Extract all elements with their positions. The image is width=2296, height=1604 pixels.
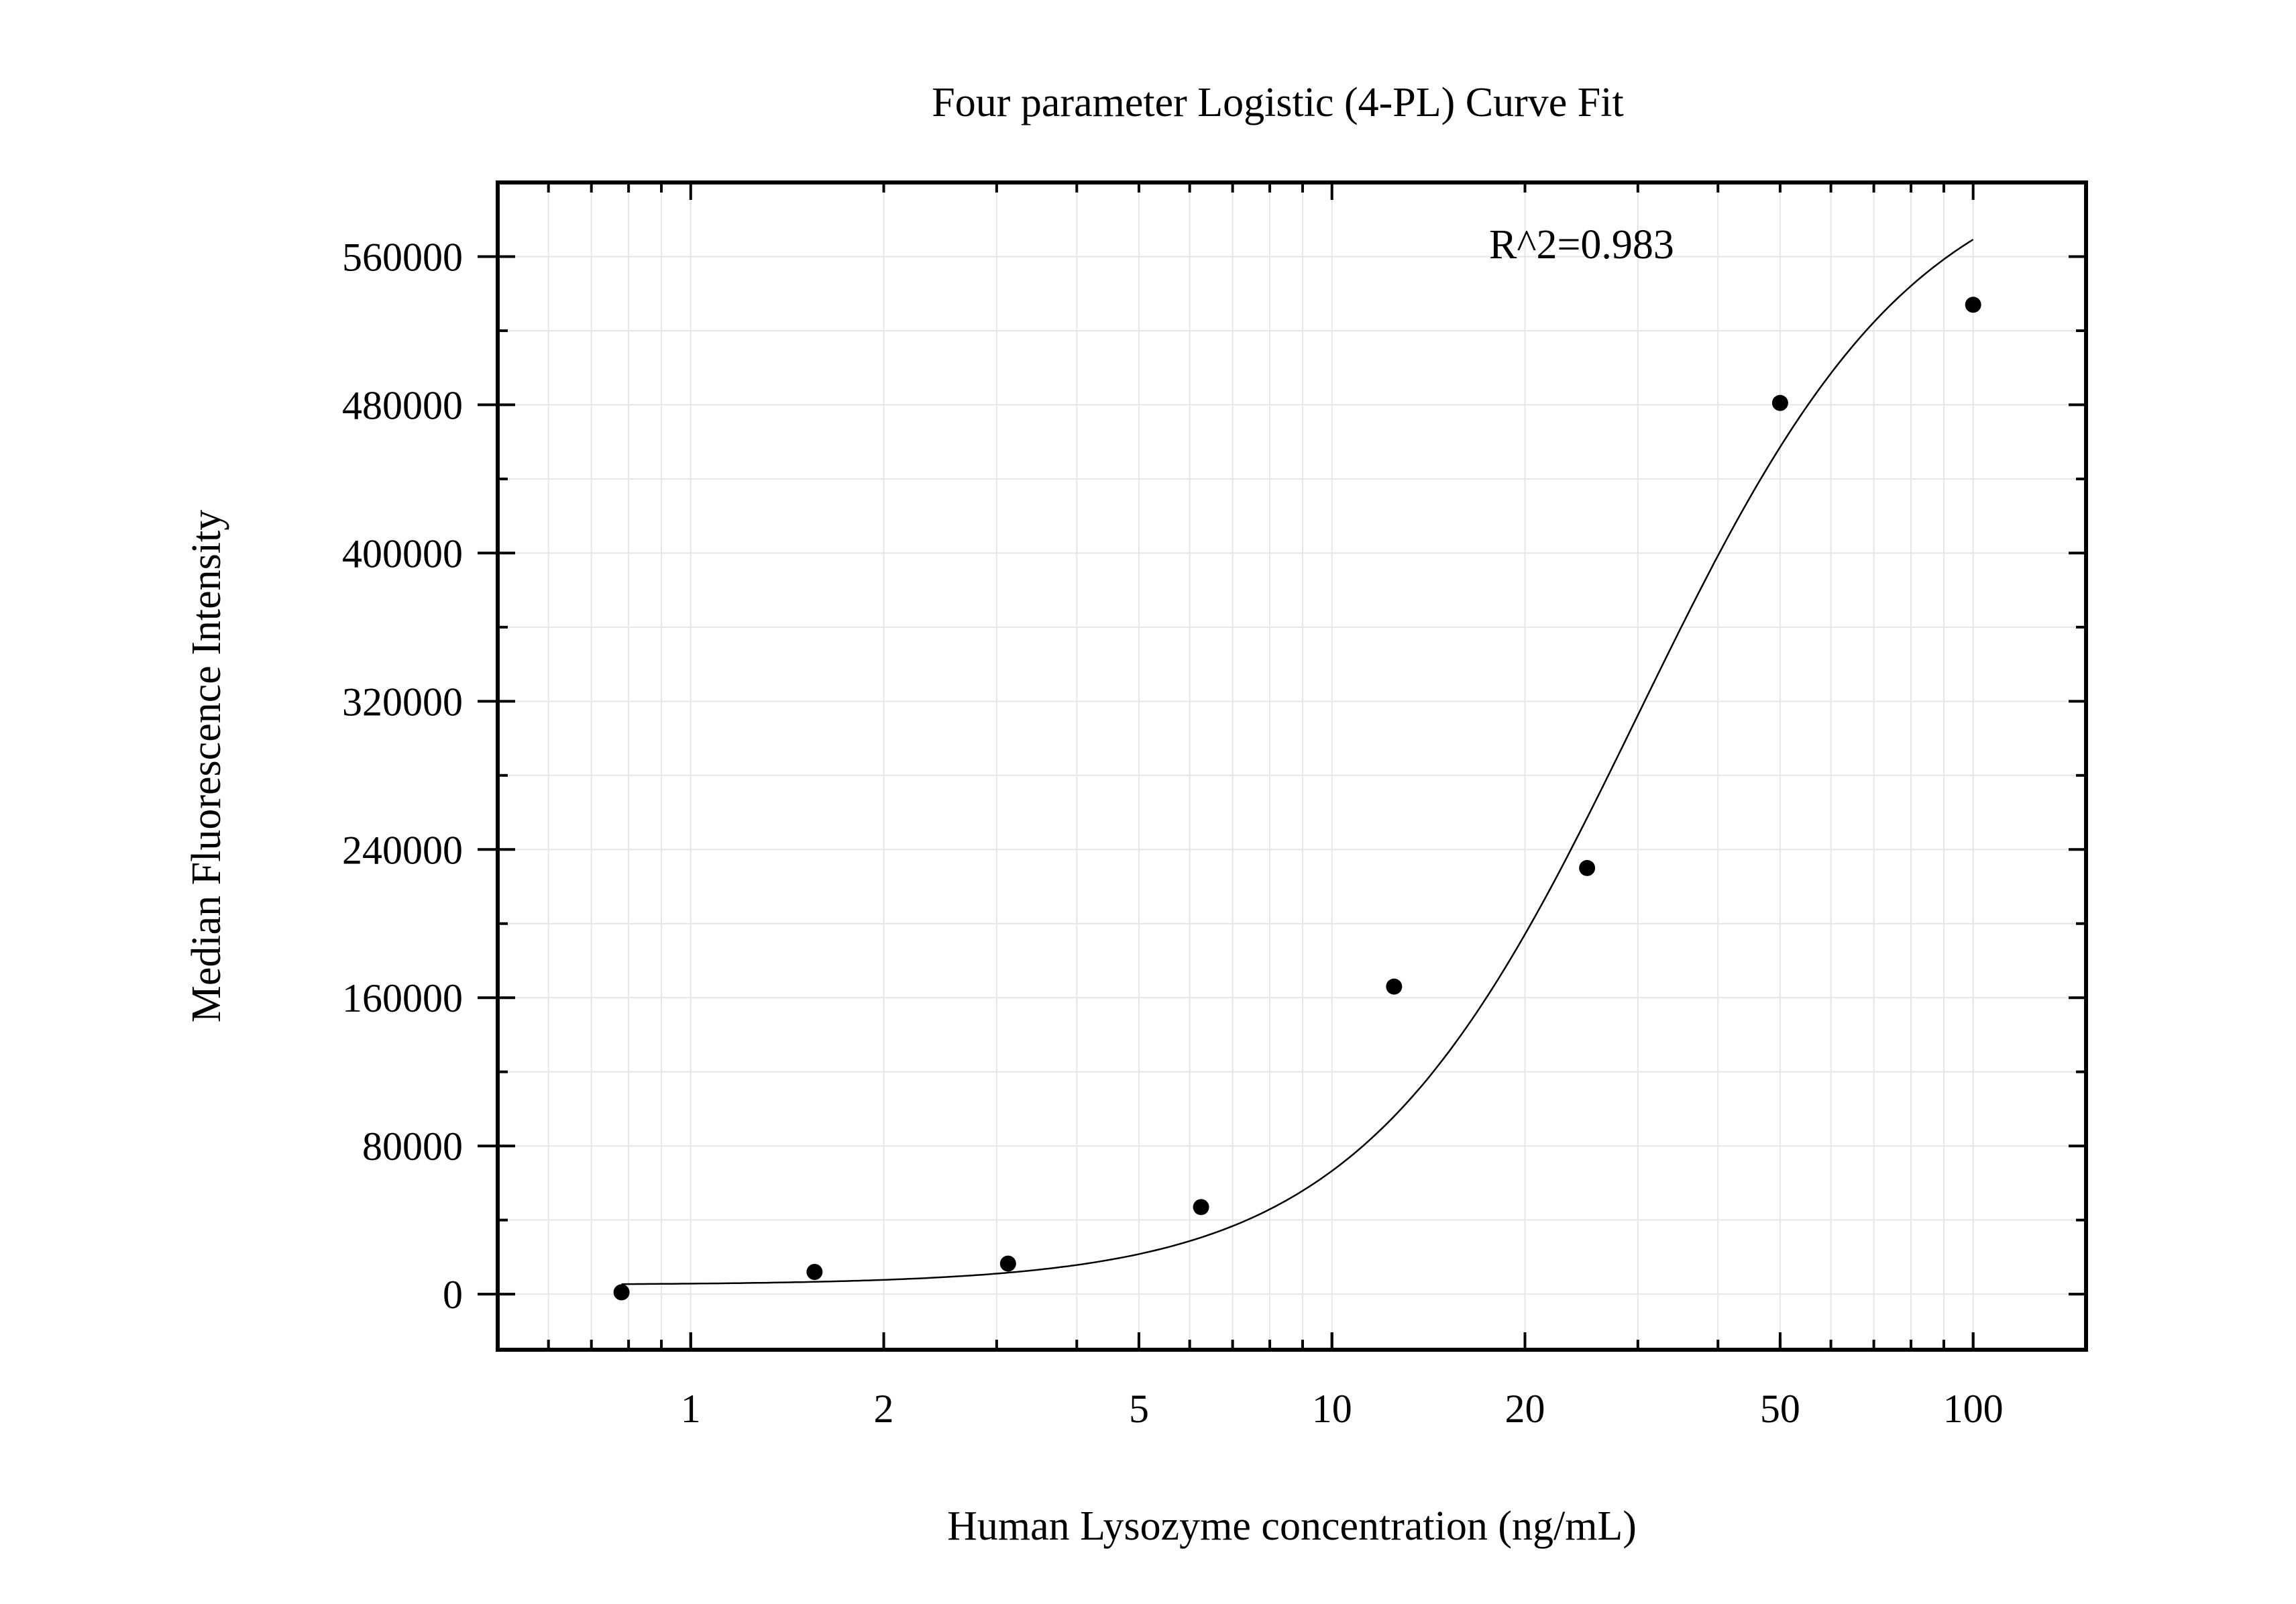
x-tick-label: 10 [1312, 1387, 1352, 1431]
r-squared-annotation: R^2=0.983 [1489, 222, 1674, 268]
x-tick-label: 50 [1760, 1387, 1800, 1431]
y-tick-label: 400000 [342, 531, 463, 576]
fit-curve-line [621, 238, 1974, 1285]
y-tick-label: 560000 [342, 235, 463, 279]
x-tick-label: 100 [1943, 1387, 2004, 1431]
y-tick-label: 320000 [342, 680, 463, 724]
grid [497, 182, 2086, 1350]
data-point [1965, 297, 1981, 313]
x-axis-label: Human Lysozyme concentration (ng/mL) [947, 1503, 1637, 1549]
y-tick-label: 0 [443, 1273, 463, 1317]
data-points [613, 297, 1981, 1301]
x-axis: 1 2 5 10 20 50 100 [496, 182, 2004, 1431]
y-axis-label: Median Fluorescence Intensity [184, 510, 229, 1022]
data-point [1386, 978, 1403, 995]
data-point [999, 1255, 1016, 1272]
y-tick-label: 80000 [362, 1124, 463, 1169]
y-axis: 0 80000 160000 240000 320000 400000 480000 5600… [342, 235, 2086, 1317]
plot-frame [496, 180, 2088, 1352]
x-tick-label: 2 [874, 1387, 894, 1431]
data-point [1193, 1199, 1209, 1216]
fit-curve [621, 238, 1974, 1285]
chart-title: Four parameter Logistic (4-PL) Curve Fit [932, 80, 1623, 125]
data-point [1771, 394, 1788, 411]
data-point [613, 1284, 630, 1301]
data-point [1579, 859, 1596, 876]
x-tick-label: 5 [1129, 1387, 1149, 1431]
y-tick-label: 480000 [342, 383, 463, 427]
y-tick-label: 240000 [342, 828, 463, 872]
x-tick-label: 1 [681, 1387, 701, 1431]
data-point [806, 1264, 823, 1280]
y-tick-label: 160000 [342, 976, 463, 1020]
x-tick-label: 20 [1505, 1387, 1545, 1431]
